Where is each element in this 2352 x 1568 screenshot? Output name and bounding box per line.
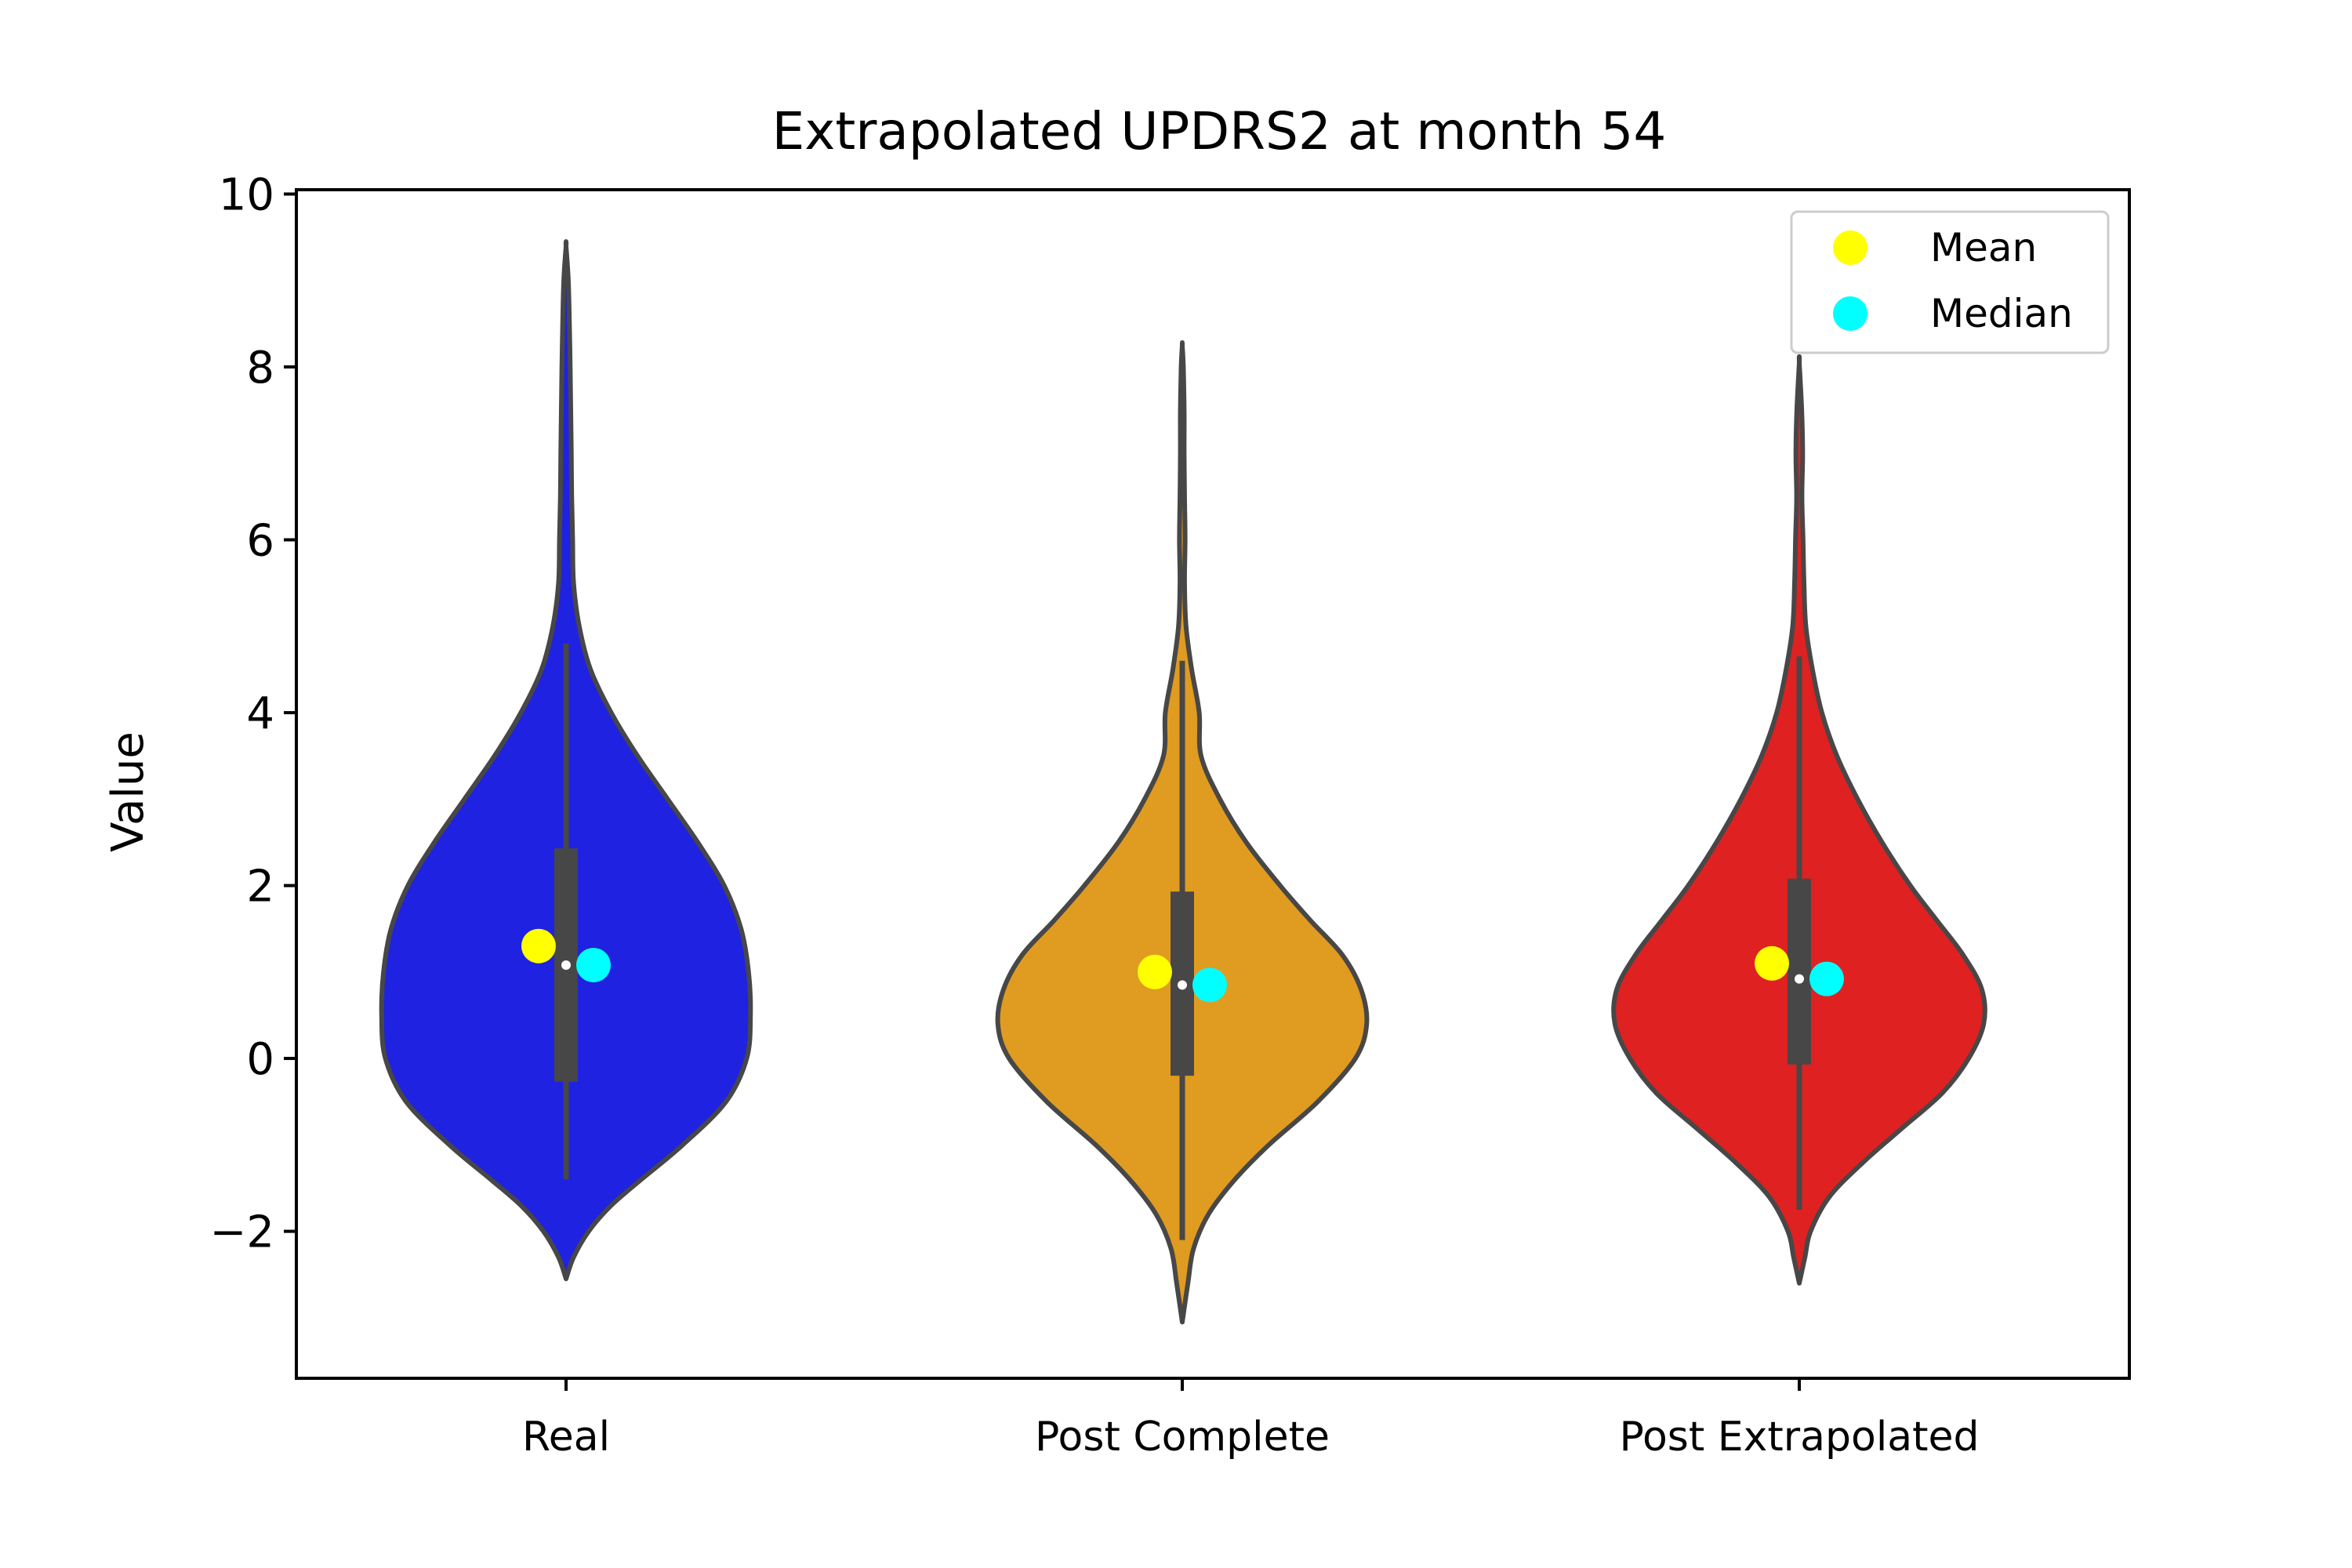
violin-group (1611, 354, 1987, 1286)
y-tick-label: 0 (246, 1034, 274, 1085)
y-tick-label: 4 (246, 688, 274, 739)
legend-label: Median (1930, 291, 2073, 336)
violin-group (995, 340, 1370, 1325)
y-tick-label: 6 (246, 516, 274, 567)
y-tick-label: 10 (219, 170, 274, 221)
y-tick-label: 2 (246, 862, 274, 913)
median-marker (1809, 961, 1844, 996)
violins-layer (379, 239, 1987, 1325)
legend-label: Mean (1930, 225, 2037, 270)
median-marker (576, 947, 611, 982)
y-tick-label: −2 (209, 1207, 274, 1258)
x-tick-label: Post Complete (1035, 1414, 1330, 1461)
x-tick-label: Post Extrapolated (1619, 1414, 1979, 1461)
y-axis-label: Value (103, 731, 154, 852)
violin-median-dot (1178, 980, 1187, 990)
axes-layer: −2 0 2 4 6 8 10 Real Post Complete Post Extrapola… (209, 170, 1979, 1461)
chart-title: Extrapolated UPDRS2 at month 54 (772, 101, 1667, 162)
mean-marker (521, 928, 556, 964)
legend-marker (1833, 296, 1867, 331)
y-tick-label: 8 (246, 343, 274, 394)
median-marker (1192, 967, 1227, 1003)
plot-frame (295, 188, 2131, 1380)
legend-marker (1833, 230, 1867, 265)
violin-median-dot (561, 960, 571, 970)
legend-box (1790, 210, 2110, 354)
x-tick-label: Real (522, 1414, 610, 1461)
legend: Mean Median (1790, 210, 2110, 354)
mean-marker (1138, 954, 1172, 989)
violin-group (379, 239, 753, 1282)
violin-median-dot (1795, 974, 1804, 984)
mean-marker (1755, 946, 1789, 981)
violin-iqr-box (1788, 878, 1811, 1065)
